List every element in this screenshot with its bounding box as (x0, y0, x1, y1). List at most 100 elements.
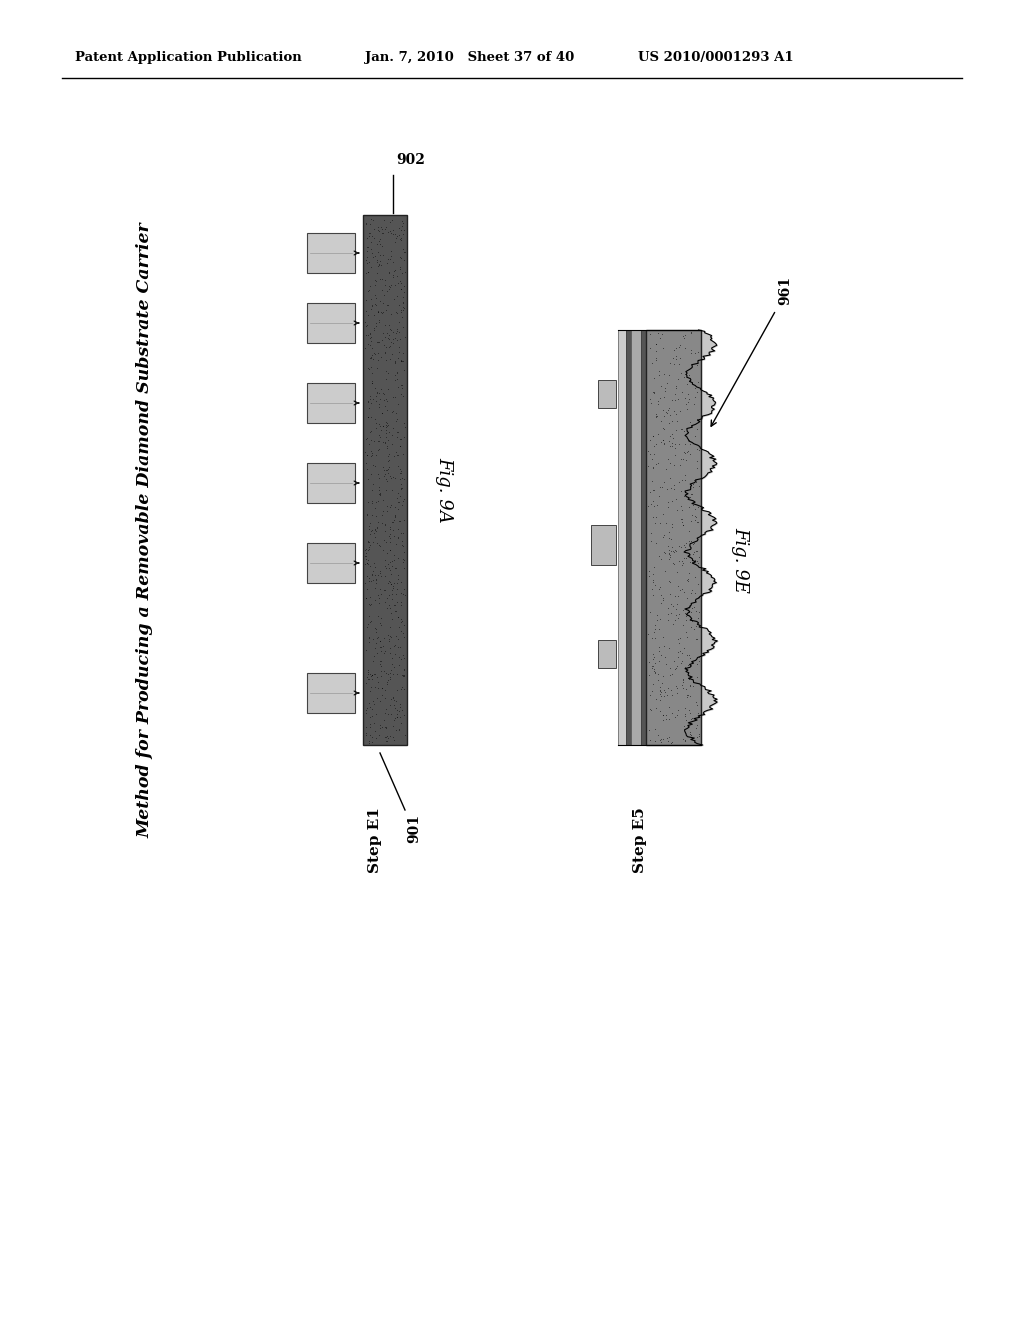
Point (386, 594, 402, 615)
Point (392, 611, 409, 632)
Point (392, 279, 409, 300)
Point (643, 700, 659, 721)
Point (389, 607, 406, 628)
Point (377, 396, 393, 417)
Point (687, 506, 703, 527)
Point (358, 247, 375, 268)
Point (368, 313, 384, 334)
Point (382, 540, 398, 561)
Point (372, 268, 388, 289)
Point (662, 726, 678, 747)
Point (365, 442, 381, 463)
Point (365, 664, 381, 685)
Point (672, 454, 688, 475)
Point (376, 384, 392, 405)
Point (372, 612, 388, 634)
Point (371, 255, 387, 276)
Point (378, 663, 394, 684)
Point (362, 298, 379, 319)
Point (652, 376, 669, 397)
Point (370, 512, 386, 533)
Bar (631, 330, 641, 744)
Point (681, 364, 697, 385)
Point (670, 628, 686, 649)
Point (391, 312, 408, 333)
Point (385, 512, 401, 533)
Point (359, 334, 376, 355)
Point (670, 576, 686, 597)
Point (371, 430, 387, 451)
Point (682, 702, 698, 723)
Point (663, 540, 679, 561)
Point (645, 425, 662, 446)
Point (374, 280, 390, 301)
Point (659, 731, 676, 752)
Point (375, 490, 391, 511)
Point (383, 240, 399, 261)
Point (379, 726, 395, 747)
Point (374, 678, 390, 700)
Point (393, 272, 410, 293)
Point (358, 315, 375, 337)
Point (667, 479, 683, 500)
Point (394, 495, 411, 516)
Point (666, 541, 682, 562)
Point (390, 519, 407, 540)
Point (366, 560, 382, 581)
Point (666, 339, 682, 360)
Point (378, 717, 394, 738)
Text: Step E1: Step E1 (368, 807, 382, 873)
Point (682, 686, 698, 708)
Point (373, 347, 389, 368)
Point (374, 715, 390, 737)
Point (396, 416, 413, 437)
Point (654, 709, 671, 730)
Point (372, 249, 388, 271)
Point (359, 240, 376, 261)
Point (387, 719, 403, 741)
Point (668, 378, 684, 399)
Point (682, 486, 698, 507)
Point (362, 680, 379, 701)
Point (373, 640, 389, 661)
Point (683, 616, 699, 638)
Point (357, 700, 374, 721)
Point (360, 570, 377, 591)
Point (367, 721, 383, 742)
Point (665, 347, 681, 368)
Point (360, 325, 377, 346)
Point (389, 565, 406, 586)
Point (690, 371, 707, 392)
Point (376, 579, 392, 601)
Point (374, 223, 390, 244)
Point (380, 450, 396, 471)
Point (370, 301, 386, 322)
Point (677, 704, 693, 725)
Point (688, 418, 705, 440)
Point (357, 249, 374, 271)
Point (681, 520, 697, 541)
Point (395, 550, 412, 572)
Point (389, 329, 406, 350)
Point (373, 660, 389, 681)
Point (647, 512, 664, 533)
Point (651, 689, 668, 710)
Point (677, 463, 693, 484)
Point (376, 459, 392, 480)
Point (361, 612, 378, 634)
Point (660, 543, 677, 564)
Point (364, 490, 380, 511)
Point (384, 479, 400, 500)
Point (676, 486, 692, 507)
Point (367, 294, 383, 315)
Point (377, 432, 393, 453)
Point (680, 392, 696, 413)
Point (656, 405, 673, 426)
Point (670, 388, 686, 409)
Point (379, 437, 395, 458)
Point (382, 532, 398, 553)
Point (372, 562, 388, 583)
Point (645, 444, 662, 465)
Point (369, 383, 385, 404)
Point (378, 479, 394, 500)
